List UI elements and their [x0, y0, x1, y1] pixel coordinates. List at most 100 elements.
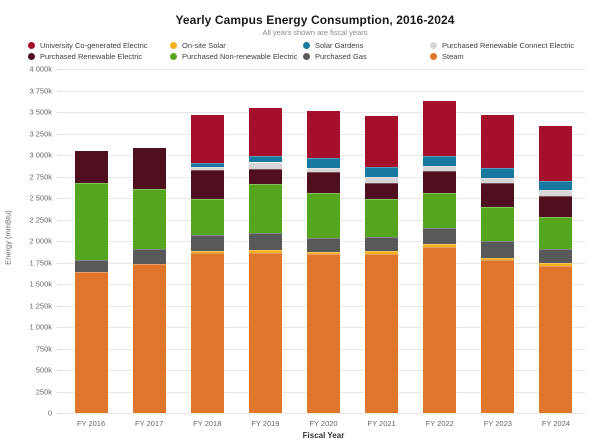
y-tick-label: 3 750k	[29, 86, 52, 95]
bar-segment-steam[interactable]	[365, 253, 399, 413]
bar-segment-purchased-non-renewable-electric[interactable]	[74, 183, 108, 261]
bar-segment-university-co-generated-electric[interactable]	[365, 115, 399, 167]
bar-segment-purchased-renewable-electric[interactable]	[423, 171, 457, 193]
bar-segment-purchased-gas[interactable]	[481, 240, 515, 258]
bar-segment-steam[interactable]	[539, 265, 573, 413]
bar-segment-university-co-generated-electric[interactable]	[423, 100, 457, 157]
bar-segment-purchased-renewable-electric[interactable]	[190, 170, 224, 200]
bar-segment-university-co-generated-electric[interactable]	[481, 115, 515, 169]
bar-segment-purchased-non-renewable-electric[interactable]	[248, 184, 282, 233]
legend-item-purchased-non-renewable-electric[interactable]: Purchased Non-renewable Electric	[170, 51, 297, 62]
bar-segment-purchased-gas[interactable]	[190, 234, 224, 251]
bar-segment-purchased-renewable-connect-electric[interactable]	[190, 167, 224, 171]
legend-item-university-co-generated-electric[interactable]: University Co-generated Electric	[28, 40, 148, 51]
y-tick-mark	[57, 155, 61, 156]
bar-segment-solar-gardens[interactable]	[423, 156, 457, 167]
bar-fy-2023	[481, 115, 515, 413]
bar-segment-steam[interactable]	[481, 259, 515, 413]
bar-segment-purchased-non-renewable-electric[interactable]	[365, 198, 399, 238]
bar-segment-purchased-renewable-connect-electric[interactable]	[307, 167, 340, 172]
legend-item-steam[interactable]: Steam	[430, 51, 574, 62]
legend-label: On-site Solar	[182, 41, 226, 50]
bar-segment-purchased-gas[interactable]	[423, 228, 457, 245]
bar-segment-purchased-non-renewable-electric[interactable]	[423, 192, 457, 229]
bar-segment-solar-gardens[interactable]	[481, 168, 515, 179]
bar-segment-purchased-renewable-connect-electric[interactable]	[539, 190, 573, 196]
y-tick-label: 3 250k	[29, 129, 52, 138]
bar-segment-purchased-renewable-connect-electric[interactable]	[481, 178, 515, 184]
bar-segment-purchased-non-renewable-electric[interactable]	[539, 217, 573, 250]
legend-item-purchased-renewable-connect-electric[interactable]: Purchased Renewable Connect Electric	[430, 40, 574, 51]
legend-item-purchased-gas[interactable]: Purchased Gas	[303, 51, 367, 62]
x-tick-label-fy-2019: FY 2019	[251, 419, 280, 428]
legend-label: University Co-generated Electric	[40, 41, 148, 50]
bar-segment-purchased-renewable-electric[interactable]	[481, 183, 515, 208]
y-tick-mark	[57, 133, 61, 135]
y-axis-title: Energy (mmBtu)	[3, 210, 13, 265]
legend-column: University Co-generated Electric Purchase…	[28, 40, 148, 62]
bar-segment-purchased-non-renewable-electric[interactable]	[190, 199, 224, 235]
legend-column: On-site Solar Purchased Non-renewable Ele…	[170, 40, 297, 62]
bar-segment-purchased-renewable-connect-electric[interactable]	[365, 177, 399, 184]
bar-segment-purchased-gas[interactable]	[365, 237, 399, 252]
y-tick-label: 250k	[35, 387, 52, 396]
bar-segment-solar-gardens[interactable]	[248, 155, 282, 163]
bar-segment-purchased-gas[interactable]	[307, 238, 340, 252]
gridline	[62, 69, 585, 70]
bar-segment-purchased-renewable-electric[interactable]	[365, 183, 399, 199]
bar-segment-purchased-non-renewable-electric[interactable]	[481, 207, 515, 241]
bar-segment-university-co-generated-electric[interactable]	[248, 107, 282, 156]
bar-segment-steam[interactable]	[248, 252, 282, 413]
bar-segment-on-site-solar[interactable]	[248, 250, 282, 253]
legend-item-on-site-solar[interactable]: On-site Solar	[170, 40, 297, 51]
bar-segment-purchased-renewable-electric[interactable]	[132, 148, 166, 190]
bar-segment-solar-gardens[interactable]	[190, 163, 224, 168]
bar-segment-purchased-non-renewable-electric[interactable]	[132, 189, 166, 250]
bar-segment-solar-gardens[interactable]	[307, 157, 340, 168]
bar-segment-purchased-renewable-electric[interactable]	[307, 171, 340, 194]
bar-segment-on-site-solar[interactable]	[481, 257, 515, 260]
bar-segment-on-site-solar[interactable]	[539, 263, 573, 266]
y-tick-mark	[57, 69, 61, 70]
bar-segment-university-co-generated-electric[interactable]	[307, 111, 340, 158]
y-tick-label: 1 500k	[29, 279, 52, 289]
bar-segment-purchased-renewable-electric[interactable]	[74, 151, 108, 184]
legend-label: Purchased Renewable Electric	[40, 52, 143, 61]
gridline	[62, 90, 585, 92]
bar-segment-solar-gardens[interactable]	[539, 181, 573, 191]
y-tick-mark	[57, 370, 61, 371]
bar-segment-steam[interactable]	[423, 246, 457, 413]
y-tick-mark	[57, 284, 61, 285]
bar-segment-steam[interactable]	[74, 271, 108, 413]
legend-item-purchased-renewable-electric[interactable]: Purchased Renewable Electric	[28, 51, 148, 62]
bar-segment-purchased-gas[interactable]	[248, 232, 282, 251]
bar-segment-purchased-gas[interactable]	[74, 260, 108, 272]
legend-label: Solar Gardens	[315, 41, 364, 50]
bar-fy-2024	[539, 125, 573, 413]
bar-segment-steam[interactable]	[132, 263, 166, 413]
bar-segment-on-site-solar[interactable]	[307, 251, 340, 254]
bar-segment-solar-gardens[interactable]	[365, 166, 399, 178]
bar-segment-purchased-non-renewable-electric[interactable]	[307, 193, 340, 239]
bar-segment-purchased-renewable-connect-electric[interactable]	[248, 162, 282, 170]
bar-segment-steam[interactable]	[307, 254, 340, 413]
bar-segment-purchased-renewable-electric[interactable]	[248, 169, 282, 185]
bar-fy-2021	[365, 115, 399, 413]
y-tick-mark	[57, 391, 61, 393]
bar-segment-purchased-renewable-connect-electric[interactable]	[423, 166, 457, 171]
bar-segment-on-site-solar[interactable]	[423, 244, 457, 247]
legend-label: Purchased Non-renewable Electric	[182, 52, 298, 61]
bar-segment-steam[interactable]	[190, 252, 224, 413]
bar-segment-university-co-generated-electric[interactable]	[190, 114, 224, 164]
bar-segment-purchased-renewable-electric[interactable]	[539, 195, 573, 218]
y-tick-label: 750k	[35, 344, 52, 353]
legend-item-solar-gardens[interactable]: Solar Gardens	[303, 40, 367, 51]
bar-segment-on-site-solar[interactable]	[365, 251, 399, 254]
bar-segment-purchased-gas[interactable]	[132, 249, 166, 264]
bar-segment-university-co-generated-electric[interactable]	[539, 125, 573, 181]
bar-segment-on-site-solar[interactable]	[190, 250, 224, 253]
y-tick-label: 3 500k	[29, 107, 52, 117]
bar-segment-purchased-gas[interactable]	[539, 249, 573, 264]
chart-title: Yearly Campus Energy Consumption, 2016-2…	[175, 13, 455, 27]
